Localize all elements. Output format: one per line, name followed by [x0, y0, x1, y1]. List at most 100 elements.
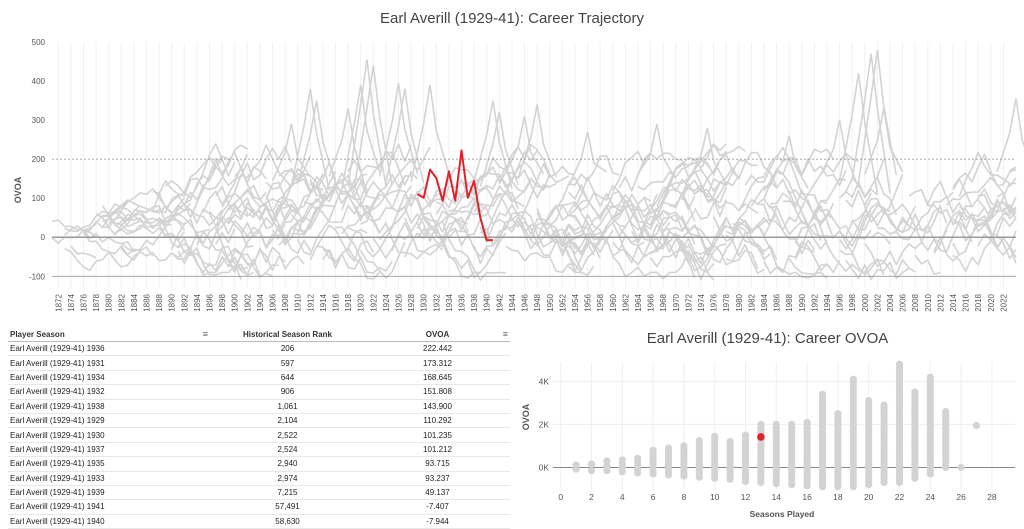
x-tick-label: 1954 [571, 293, 580, 311]
scatter-chart: OVOA Seasons Played 0 2 4 6 8 10 12 14 16 18 20 22 2… [521, 360, 1015, 519]
table-row[interactable]: Earl Averill (1929-41) 1929 2,104 110.292 [8, 414, 510, 429]
background-career-line [946, 176, 1005, 206]
table-row[interactable]: Earl Averill (1929-41) 1937 2,524 101.212 [8, 443, 510, 458]
table-row[interactable]: Earl Averill (1929-41) 1931 597 173.312 [8, 356, 510, 371]
cell-player-season: Earl Averill (1929-41) 1938 [10, 401, 105, 411]
background-career-line [416, 196, 488, 233]
x-tick-label: 1976 [710, 293, 719, 311]
x-tick-label: 1878 [92, 293, 101, 311]
x-tick-label: 1890 [168, 293, 177, 311]
x-tick-label: 1944 [508, 293, 517, 311]
header-ovoa[interactable]: OVOA ≡ [365, 329, 510, 339]
trajectory-y-label: OVOA [13, 176, 23, 203]
cell-rank: 2,940 [277, 459, 298, 469]
sort-icon[interactable]: ≡ [502, 329, 508, 339]
x-tick-label: 1938 [470, 293, 479, 311]
x-tick-label: 1970 [672, 293, 681, 311]
table-row[interactable]: Earl Averill (1929-41) 1934 644 168.645 [8, 371, 510, 386]
background-career-line [505, 245, 576, 274]
x-tick-label: 4 [620, 492, 625, 502]
x-tick-label: 2010 [924, 293, 933, 311]
background-point [834, 410, 842, 418]
table-row[interactable]: Earl Averill (1929-41) 1932 906 151.808 [8, 385, 510, 400]
background-career-line [271, 123, 311, 182]
cell-player-season: Earl Averill (1929-41) 1929 [10, 416, 105, 426]
background-career-line [725, 206, 778, 263]
x-tick-label: 1882 [117, 293, 126, 311]
cell-rank: 7,215 [277, 488, 298, 498]
background-point [849, 375, 857, 383]
table-row[interactable]: Earl Averill (1929-41) 1941 57,491 -7.407 [8, 500, 510, 515]
background-career-line [864, 108, 904, 175]
y-tick-label: -100 [29, 272, 46, 281]
background-career-line [171, 155, 229, 218]
background-career-line [347, 143, 412, 173]
background-point [957, 463, 965, 472]
background-career-line [290, 209, 318, 237]
background-career-line [517, 163, 576, 214]
x-tick-label: 1956 [584, 293, 593, 311]
table-row[interactable]: Earl Averill (1929-41) 1936 206 222.442 [8, 342, 510, 357]
cell-rank: 644 [280, 372, 295, 382]
background-career-line [567, 131, 607, 187]
background-point [972, 421, 981, 430]
x-tick-label: 2020 [987, 293, 996, 311]
background-career-line [738, 146, 834, 220]
background-career-line [996, 216, 1017, 235]
x-tick-label: 1904 [256, 293, 265, 311]
background-career-line [347, 59, 387, 186]
x-tick-label: 1914 [319, 293, 328, 311]
background-career-line [120, 246, 154, 261]
background-career-line [687, 243, 715, 281]
background-career-line [662, 236, 696, 278]
cell-player-season: Earl Averill (1929-41) 1933 [10, 473, 105, 483]
background-career-line [555, 155, 620, 210]
table-row[interactable]: Earl Averill (1929-41) 1935 2,940 93.715 [8, 457, 510, 472]
table-row[interactable]: Earl Averill (1929-41) 1939 7,215 49.137 [8, 486, 510, 501]
x-tick-label: 1886 [143, 293, 152, 311]
x-tick-label: 1872 [54, 293, 63, 311]
background-career-line [838, 73, 879, 194]
background-career-line [441, 221, 506, 281]
background-career-line [586, 193, 664, 232]
background-career-line [479, 112, 519, 187]
background-career-line [568, 184, 632, 214]
background-career-line [618, 152, 652, 192]
background-career-line [649, 217, 727, 256]
header-player-season[interactable]: Player Season ≡ [8, 329, 210, 339]
cell-player-season: Earl Averill (1929-41) 1932 [10, 387, 105, 397]
table-row[interactable]: Earl Averill (1929-41) 1938 1,061 143.900 [8, 400, 510, 414]
background-point [664, 444, 673, 452]
table-row[interactable]: Earl Averill (1929-41) 1933 2,974 93.237 [8, 472, 510, 486]
table-row[interactable]: Earl Averill (1929-41) 1940 58,630 -7.944 [8, 515, 510, 529]
background-career-line [643, 207, 715, 249]
background-career-line [801, 211, 822, 242]
x-tick-label: 1982 [747, 293, 756, 311]
background-career-line [448, 143, 538, 213]
x-tick-label: 1998 [848, 293, 857, 311]
background-point [603, 457, 611, 465]
background-career-line [895, 195, 1011, 233]
background-career-line [707, 151, 778, 198]
header-rank[interactable]: Historical Season Rank [210, 330, 365, 339]
background-career-line [183, 145, 293, 219]
background-career-line [504, 116, 545, 175]
cell-ovoa: 222.442 [423, 344, 452, 354]
x-tick-label: 1972 [684, 293, 693, 311]
highlight-point [757, 433, 765, 441]
x-tick-label: 10 [710, 492, 720, 502]
background-career-line [839, 203, 948, 252]
background-career-line [1009, 177, 1017, 187]
background-point [788, 420, 796, 428]
background-career-line [454, 218, 482, 236]
x-tick-label: 1940 [483, 293, 492, 311]
y-tick-label: 400 [32, 77, 46, 86]
background-career-line [952, 178, 998, 208]
x-tick-label: 1960 [609, 293, 618, 311]
background-career-line [649, 244, 759, 270]
sort-icon[interactable]: ≡ [202, 329, 208, 339]
x-tick-label: 1952 [558, 293, 567, 311]
background-career-line [297, 175, 412, 236]
table-row[interactable]: Earl Averill (1929-41) 1930 2,522 101.235 [8, 428, 510, 443]
